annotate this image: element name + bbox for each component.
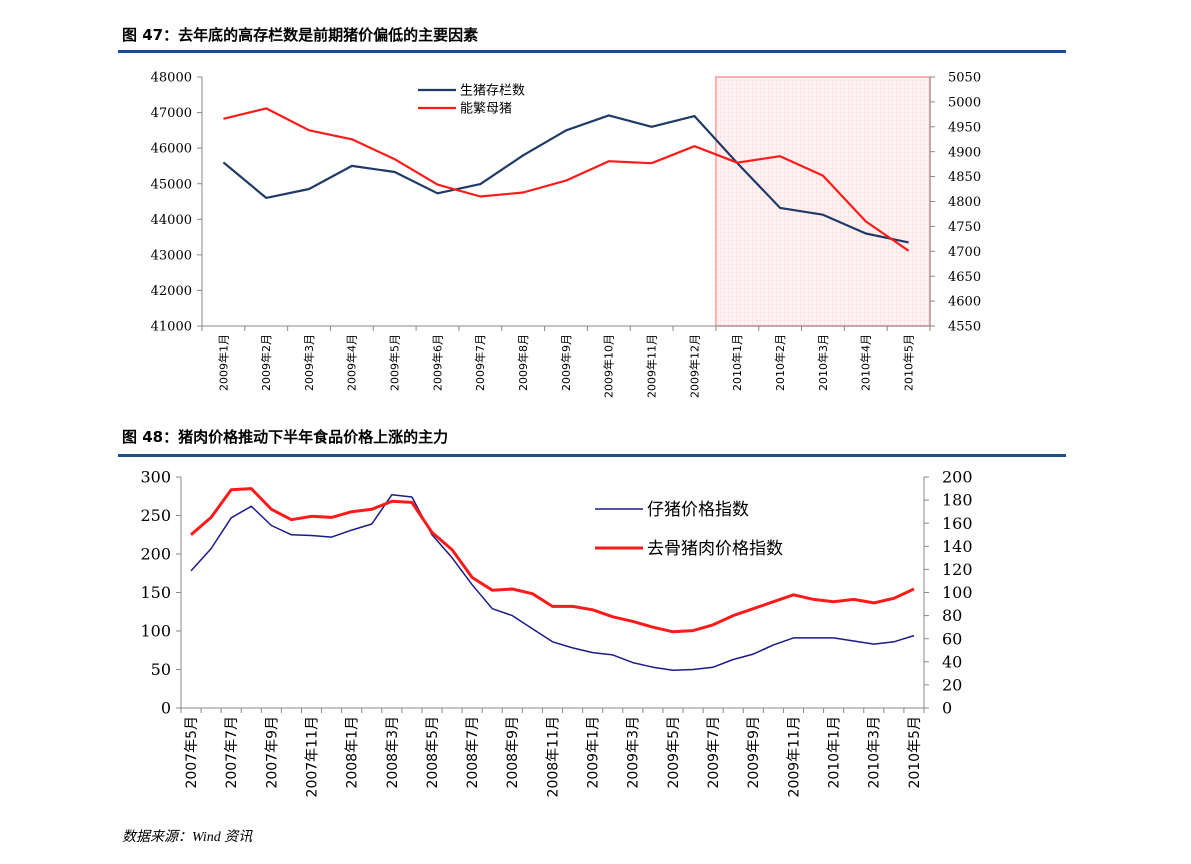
x-tick-label: 2009年3月 [626,716,642,789]
left-tick-label: 46000 [151,142,192,157]
series-line-2 [223,107,910,252]
right-tick-label: 60 [942,629,962,648]
legend-label-1: 生猪存栏数 [460,84,525,99]
x-tick-label: 2009年1月 [216,334,230,391]
legend-label-2: 去骨猪肉价格指数 [647,539,783,559]
pork-price-index-chart: 0 50 100 150 200 250 300 0 20 40 60 80 100 120 140 160 1… [140,468,973,798]
x-tick-label: 2008年1月 [345,716,361,789]
right-tick-label: 100 [942,583,973,602]
x-tick-label: 2007年7月 [224,716,240,789]
right-tick-label: 4600 [948,295,981,310]
figure-47-rule [118,50,1066,53]
x-tick-label: 2009年7月 [473,334,487,391]
x-tick-label: 2009年12月 [687,334,701,398]
x-tick-label: 2010年4月 [859,334,873,391]
right-tick-label: 160 [942,514,973,533]
x-tick-label: 2009年6月 [430,334,444,391]
left-tick-label: 200 [140,545,171,564]
right-tick-label: 4550 [948,320,981,335]
right-tick-label: 20 [942,676,962,695]
x-tick-label: 2008年5月 [425,716,441,789]
x-tick-label: 2007年11月 [304,716,320,797]
x-tick-label: 2007年5月 [184,716,200,789]
x-tick-label: 2010年5月 [907,716,923,789]
left-tick-label: 300 [140,468,171,487]
right-tick-label: 180 [942,491,973,510]
right-tick-label: 4800 [948,195,981,210]
x-tick-label: 2009年2月 [259,334,273,391]
left-tick-label: 43000 [151,248,192,263]
x-tick-label: 2009年9月 [746,716,762,789]
x-tick-label: 2009年5月 [666,716,682,789]
left-tick-label: 100 [140,622,171,641]
left-tick-label: 0 [161,699,171,718]
left-tick-label: 47000 [151,106,192,121]
left-tick-label: 250 [140,506,171,525]
x-tick-label: 2007年9月 [264,716,280,789]
x-tick-label: 2009年9月 [559,334,573,391]
legend-label-1: 仔猪价格指数 [647,500,749,520]
x-tick-label: 2010年1月 [730,334,744,391]
left-tick-label: 41000 [151,320,192,335]
x-tick-label: 2009年3月 [302,334,316,391]
x-tick-label: 2008年3月 [385,716,401,789]
x-tick-label: 2009年7月 [706,716,722,789]
x-tick-label: 2010年2月 [773,334,787,391]
right-tick-label: 5050 [948,71,981,86]
right-tick-label: 200 [942,468,973,487]
x-tick-label: 2008年11月 [545,716,561,797]
highlight-region [715,76,931,327]
left-tick-label: 50 [151,660,171,679]
right-tick-label: 4850 [948,170,981,185]
right-tick-label: 40 [942,652,962,671]
right-tick-label: 140 [942,537,973,556]
series-line-1 [222,114,909,244]
left-tick-label: 44000 [151,213,192,228]
x-tick-label: 2009年8月 [516,334,530,391]
figure-48-title: 图 48：猪肉价格推动下半年食品价格上涨的主力 [122,428,449,446]
x-tick-label: 2009年11月 [786,716,802,797]
x-tick-label: 2009年4月 [345,334,359,391]
figure-47-title: 图 47：去年底的高存栏数是前期猪价偏低的主要因素 [122,26,479,44]
series-line-1 [190,493,915,672]
right-tick-label: 0 [942,699,952,718]
legend-label-2: 能繁母猪 [460,101,512,117]
x-tick-label: 2008年9月 [505,716,521,789]
right-tick-label: 4900 [948,145,981,160]
right-tick-label: 4700 [948,245,981,260]
data-source: 数据来源：Wind 资讯 [122,830,253,845]
right-tick-label: 4950 [948,120,981,135]
right-tick-label: 80 [942,606,962,625]
left-tick-label: 42000 [151,284,192,299]
right-tick-label: 5000 [948,95,981,110]
right-tick-label: 120 [942,560,973,579]
right-tick-label: 4650 [948,270,981,285]
x-tick-label: 2010年5月 [901,334,915,391]
x-tick-label: 2009年1月 [586,716,602,789]
x-tick-label: 2010年3月 [867,716,883,789]
left-tick-label: 45000 [151,177,192,192]
x-tick-label: 2009年5月 [388,334,402,391]
x-tick-label: 2008年7月 [465,716,481,789]
figure-48-rule [118,454,1066,457]
x-tick-label: 2009年11月 [644,334,658,398]
x-tick-label: 2010年1月 [827,716,843,789]
x-tick-label: 2009年10月 [602,334,616,398]
left-tick-label: 48000 [151,71,192,86]
x-tick-label: 2010年3月 [816,334,830,391]
pig-inventory-chart: 41000 42000 43000 44000 45000 46000 47000 48000… [151,71,981,398]
series-line-2 [190,487,915,634]
left-tick-label: 150 [140,583,171,602]
right-tick-label: 4750 [948,220,981,235]
